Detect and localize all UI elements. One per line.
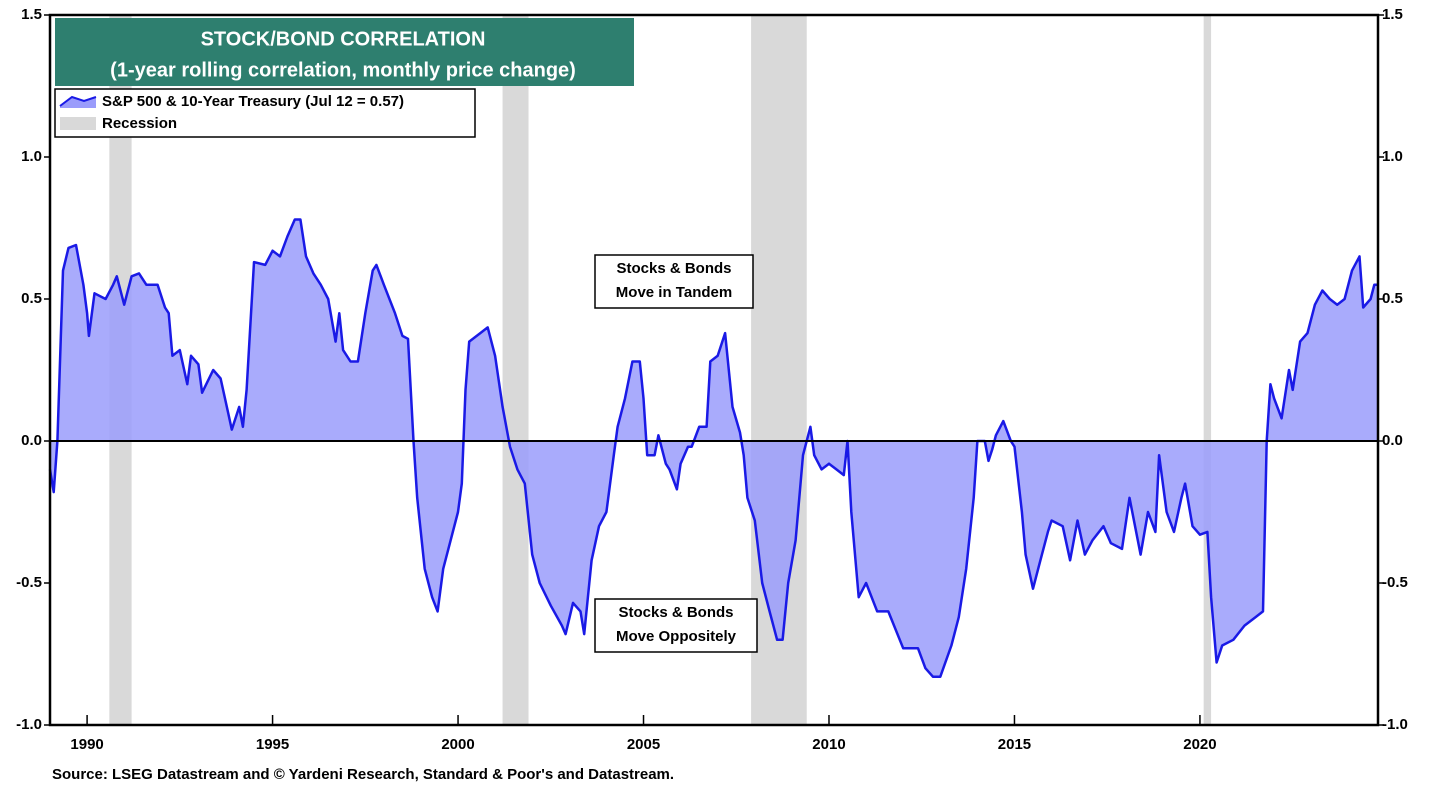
- x-tick-label: 2020: [1183, 736, 1216, 753]
- annotation-text: Move in Tandem: [616, 284, 732, 301]
- annotation-box: [594, 254, 754, 309]
- recession-band: [1203, 15, 1212, 725]
- y-tick-label: 1.0: [21, 148, 42, 165]
- x-tick-label: 2005: [627, 736, 660, 753]
- plot-area: -1.0 -0.5 0.0 0.5 1.0 1.5 -1.0 -0.5 0.0 0.5 1.0 1.5…: [16, 6, 1408, 753]
- annotation-text: Move Oppositely: [616, 628, 737, 645]
- x-tick-label: 2015: [998, 736, 1031, 753]
- legend-box: [54, 88, 476, 138]
- y2-tick-label: 1.5: [1382, 6, 1403, 23]
- annotation-text: Stocks & Bonds: [616, 260, 731, 277]
- y2-tick-label: 0.0: [1382, 432, 1403, 449]
- legend-label: S&P 500 & 10-Year Treasury (Jul 12 = 0.5…: [102, 93, 404, 110]
- y2-tick-label: -1.0: [1382, 716, 1408, 733]
- annotation-box: [594, 598, 758, 653]
- legend-label: Recession: [102, 115, 177, 132]
- overlay: STOCK/BOND CORRELATION (1-year rolling c…: [52, 18, 758, 783]
- y-tick-label: 0.5: [21, 290, 42, 307]
- y2-tick-label: 0.5: [1382, 290, 1403, 307]
- chart-subtitle: (1-year rolling correlation, monthly pri…: [110, 59, 576, 81]
- y-tick-label: -0.5: [16, 574, 42, 591]
- legend-line: [59, 95, 97, 107]
- annotation-text: Stocks & Bonds: [618, 604, 733, 621]
- area: [50, 219, 1378, 677]
- legend-swatch: [60, 117, 96, 130]
- x-tick-label: 2000: [441, 736, 474, 753]
- line: [48, 218, 1378, 678]
- source-note: Source: LSEG Datastream and © Yardeni Re…: [52, 766, 674, 783]
- y2-tick-label: -0.5: [1382, 574, 1408, 591]
- chart-title: STOCK/BOND CORRELATION: [201, 28, 486, 50]
- x-tick-label: 1990: [70, 736, 103, 753]
- y-tick-label: -1.0: [16, 716, 42, 733]
- plot-frame: [48, 13, 1380, 727]
- y-tick-label: 1.5: [21, 6, 42, 23]
- x-tick-label: 1995: [256, 736, 289, 753]
- x-tick-label: 2010: [812, 736, 845, 753]
- recession-band: [502, 15, 529, 725]
- title-box: [55, 18, 634, 86]
- y-tick-label: 0.0: [21, 432, 42, 449]
- y2-tick-label: 1.0: [1382, 148, 1403, 165]
